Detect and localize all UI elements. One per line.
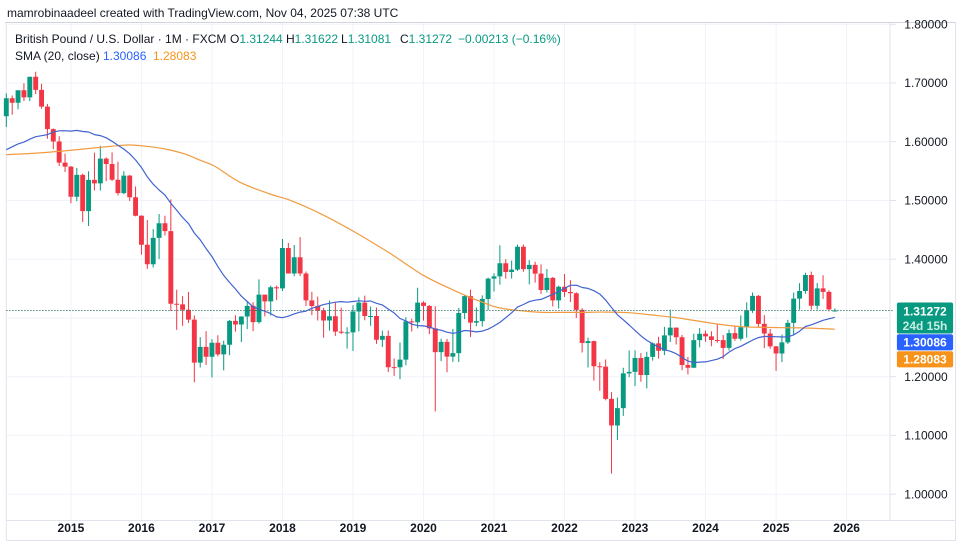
svg-text:1.30086: 1.30086 [903,336,947,350]
svg-text:1.31272: 1.31272 [903,305,947,319]
svg-text:1.70000: 1.70000 [904,76,948,90]
svg-text:2024: 2024 [692,521,719,535]
svg-text:2026: 2026 [833,521,860,535]
svg-text:1.28083: 1.28083 [903,353,947,367]
svg-text:2022: 2022 [551,521,578,535]
svg-text:1.20000: 1.20000 [904,370,948,384]
svg-text:2015: 2015 [58,521,85,535]
svg-text:1.50000: 1.50000 [904,194,948,208]
svg-text:2017: 2017 [199,521,226,535]
svg-text:2023: 2023 [622,521,649,535]
svg-text:24d 15h: 24d 15h [903,319,948,333]
svg-text:1.40000: 1.40000 [904,252,948,266]
svg-text:2019: 2019 [340,521,367,535]
svg-text:2018: 2018 [269,521,296,535]
svg-text:2020: 2020 [410,521,437,535]
svg-text:1.80000: 1.80000 [904,18,948,32]
svg-text:1.60000: 1.60000 [904,135,948,149]
svg-text:2021: 2021 [481,521,508,535]
svg-text:2016: 2016 [128,521,155,535]
svg-text:1.00000: 1.00000 [904,487,948,501]
svg-text:1.10000: 1.10000 [904,429,948,443]
svg-text:2025: 2025 [763,521,790,535]
